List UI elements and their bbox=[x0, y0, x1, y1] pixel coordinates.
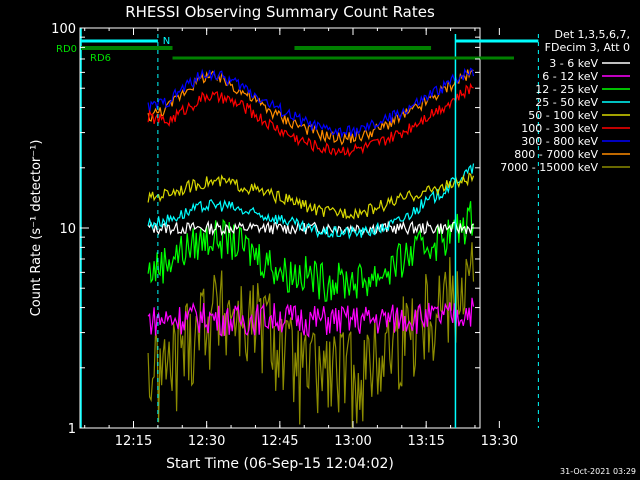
y-axis-label: Count Rate (s⁻¹ detector⁻¹) bbox=[29, 140, 44, 317]
x-tick-label-3: 13:00 bbox=[334, 434, 371, 449]
legend-header-line-1: Det 1,3,5,6,7, bbox=[554, 28, 630, 41]
legend-header-line-2: FDecim 3, Att 0 bbox=[545, 41, 630, 54]
legend-label-5: 100 - 300 keV bbox=[521, 122, 598, 135]
footer-date: 31-Oct-2021 03:29 bbox=[560, 467, 636, 476]
x-tick-label-4: 13:15 bbox=[407, 434, 444, 449]
series-line-1 bbox=[147, 297, 475, 338]
series-line-2 bbox=[147, 201, 475, 302]
x-tick-label-1: 12:30 bbox=[188, 434, 225, 449]
legend: Det 1,3,5,6,7, FDecim 3, Att 0 3 - 6 keV… bbox=[500, 28, 630, 174]
legend-label-1: 6 - 12 keV bbox=[542, 70, 598, 83]
series-line-5 bbox=[147, 82, 474, 158]
x-tick-label-2: 12:45 bbox=[261, 434, 298, 449]
flag-n-label: N bbox=[163, 36, 170, 47]
legend-label-7: 800 - 7000 keV bbox=[514, 148, 598, 161]
series-line-3 bbox=[147, 163, 475, 240]
legend-label-0: 3 - 6 keV bbox=[549, 57, 598, 70]
series-line-6 bbox=[147, 67, 475, 139]
series-layer bbox=[147, 67, 475, 429]
legend-label-8: 7000 - 15000 keV bbox=[500, 161, 598, 174]
x-tick-label-5: 13:30 bbox=[481, 434, 518, 449]
legend-label-4: 50 - 100 keV bbox=[528, 109, 598, 122]
flag-rd6-label: RD6 bbox=[90, 53, 111, 64]
series-line-4 bbox=[147, 172, 475, 220]
legend-label-2: 12 - 25 keV bbox=[535, 83, 598, 96]
x-axis-label: Start Time (06-Sep-15 12:04:02) bbox=[166, 456, 394, 472]
y-tick-label-0: 1 bbox=[68, 422, 76, 437]
flag-rd0-label: RD0 bbox=[56, 44, 77, 55]
legend-label-3: 25 - 50 keV bbox=[535, 96, 598, 109]
y-tick-label-1: 10 bbox=[59, 222, 76, 237]
chart-title: RHESSI Observing Summary Count Rates bbox=[125, 3, 435, 21]
y-tick-label-2: 100 bbox=[51, 22, 76, 37]
axes-layer: 12:15 12:30 12:45 13:00 13:15 13:30 1 10 100 bbox=[51, 22, 518, 449]
series-line-0 bbox=[147, 219, 474, 237]
legend-label-6: 300 - 800 keV bbox=[521, 135, 598, 148]
x-tick-label-0: 12:15 bbox=[115, 434, 152, 449]
